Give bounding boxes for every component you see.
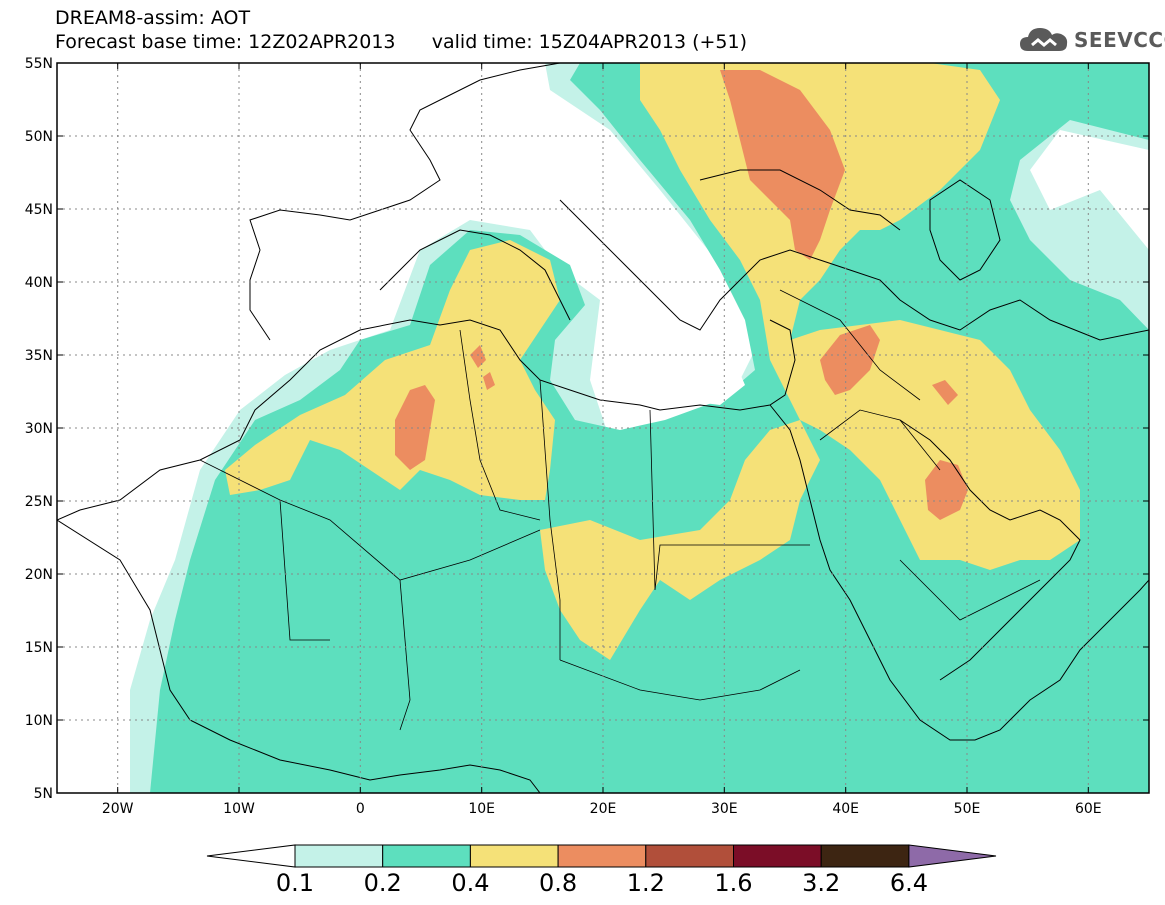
colorbar-swatch [820,844,910,868]
colorbar-swatch [382,844,471,868]
lon-label: 10E [468,801,495,817]
colorbar-swatch [557,844,647,868]
colorbar-label: 1.6 [714,869,752,897]
colorbar-high-arrow [908,844,997,868]
colorbar: 0.1 0.2 0.4 0.8 1.2 1.6 3.2 6.4 [206,844,997,897]
lat-label: 15N [25,640,53,656]
aot-fields [130,63,1149,793]
lon-label: 20E [590,801,617,817]
lon-tick-marks [117,63,1089,793]
lon-label: 60E [1075,801,1102,817]
aot-band-0.4-central [540,420,820,660]
cloud-icon [1020,28,1068,51]
colorbar-label: 3.2 [802,869,840,897]
aot-band-0.8-algeria [395,385,435,470]
aot-band-0.8-arabia [925,460,968,520]
aot-band-0.4-africa [225,240,560,500]
aot-band-0.8-iraq [820,325,880,395]
aot-band-0.8-east-europe [720,70,845,260]
title-block: DREAM8-assim: AOT Forecast base time: 12… [55,6,747,54]
lat-label: 30N [25,421,53,437]
coastlines [57,63,1149,793]
lat-label: 50N [25,129,53,145]
lon-label: 10W [223,801,255,817]
lon-label: 20W [102,801,134,817]
lon-label: 0 [356,801,365,817]
colorbar-label: 0.4 [451,869,489,897]
colorbar-swatch [733,844,822,868]
lat-tick-marks [57,62,1149,794]
colorbar-label: 0.1 [276,869,314,897]
colorbar-label: 1.2 [627,869,665,897]
base-time: Forecast base time: 12Z02APR2013 [55,31,396,53]
lat-labels: 55N 50N 45N 40N 35N 30N 25N 20N 15N 10N … [25,56,53,802]
lat-label: 20N [25,567,53,583]
aot-band-0.4-east [640,63,1080,570]
aot-band-0.2 [150,63,1149,793]
lon-label: 40E [832,801,859,817]
colorbar-label: 0.2 [364,869,402,897]
lat-label: 55N [25,56,53,72]
lat-label: 35N [25,348,53,364]
lat-label: 40N [25,275,53,291]
grid-lines [57,63,1149,793]
lat-label: 5N [34,786,53,802]
seevccc-logo: SEEVCCC [1018,20,1165,60]
valid-time: valid time: 15Z04APR2013 (+51) [431,31,748,53]
aot-low-mediterranean [600,340,745,430]
lat-label: 25N [25,494,53,510]
colorbar-swatch [645,844,734,868]
colorbar-swatch [294,844,384,868]
colorbar-swatch [469,844,559,868]
lon-label: 30E [711,801,738,817]
lat-label: 10N [25,713,53,729]
logo-text: SEEVCCC [1074,28,1165,52]
lat-label: 45N [25,202,53,218]
time-info: Forecast base time: 12Z02APR2013 valid t… [55,30,747,54]
map-title: DREAM8-assim: AOT [55,7,251,29]
colorbar-label: 6.4 [890,869,928,897]
lon-labels: 20W 10W 0 10E 20E 30E 40E 50E 60E [102,801,1102,817]
lon-label: 50E [954,801,981,817]
colorbar-low-arrow [206,844,296,868]
colorbar-label: 0.8 [539,869,577,897]
